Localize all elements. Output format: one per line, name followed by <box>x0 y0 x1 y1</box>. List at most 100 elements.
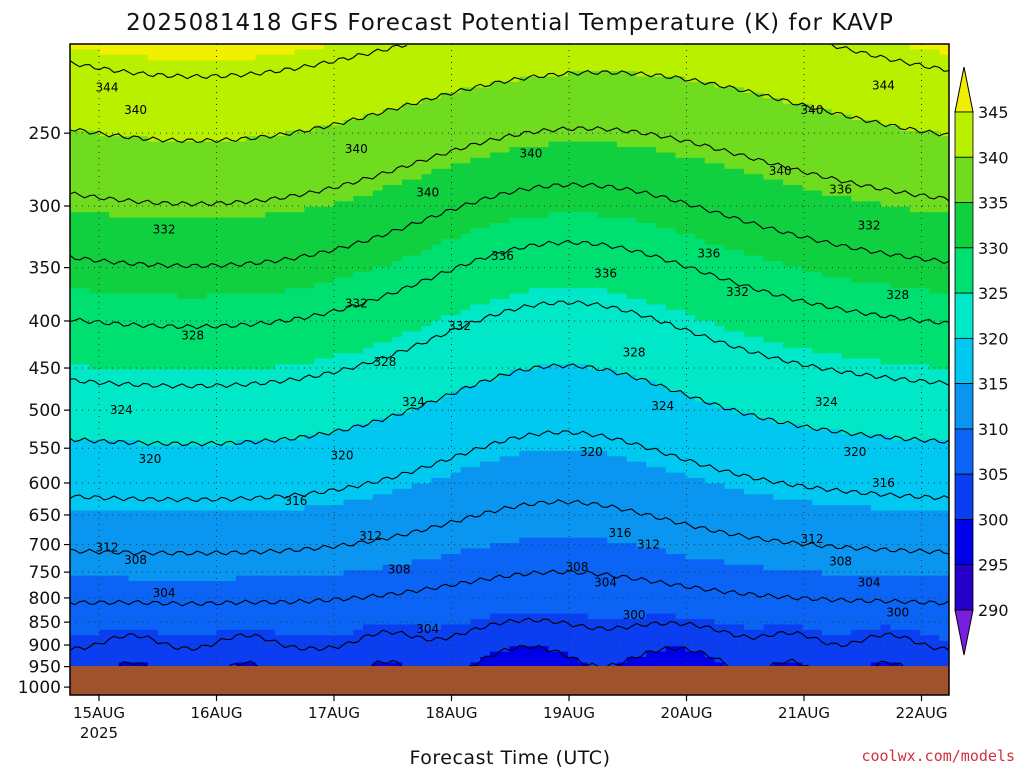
field-cell <box>402 418 413 425</box>
field-cell <box>187 472 198 479</box>
field-cell <box>353 44 364 50</box>
field-cell <box>353 353 364 360</box>
field-cell <box>460 60 472 67</box>
field-cell <box>118 347 130 354</box>
field-cell <box>353 179 364 186</box>
field-cell <box>304 532 315 539</box>
field-cell <box>70 136 81 143</box>
field-cell <box>363 570 374 577</box>
field-cell <box>265 619 276 625</box>
field-cell <box>382 521 393 528</box>
field-cell <box>99 450 110 457</box>
field-cell <box>275 516 286 522</box>
field-cell <box>167 369 179 376</box>
field-cell <box>118 206 130 213</box>
field-cell <box>177 364 188 371</box>
field-cell <box>353 163 364 170</box>
field-cell <box>323 331 335 338</box>
field-cell <box>109 619 120 625</box>
field-cell <box>206 109 218 116</box>
field-cell <box>284 342 296 349</box>
field-cell <box>382 233 393 240</box>
field-cell <box>157 423 169 430</box>
field-cell <box>304 136 315 143</box>
field-cell <box>128 532 139 539</box>
field-cell <box>353 250 364 257</box>
field-cell <box>441 396 452 403</box>
field-cell <box>99 472 110 479</box>
field-cell <box>255 233 266 240</box>
field-cell <box>323 629 335 636</box>
field-cell <box>206 662 218 669</box>
field-cell <box>470 440 481 446</box>
field-cell <box>441 640 452 647</box>
field-cell <box>226 195 237 202</box>
field-cell <box>343 380 354 387</box>
field-cell <box>245 179 257 186</box>
field-cell <box>323 190 335 197</box>
field-cell <box>167 71 179 78</box>
field-cell <box>333 109 345 116</box>
field-cell <box>70 461 81 468</box>
field-cell <box>79 586 91 593</box>
field-cell <box>177 613 188 620</box>
field-cell <box>431 537 442 544</box>
field-cell <box>177 581 188 588</box>
field-cell <box>109 98 120 105</box>
field-cell <box>157 299 169 305</box>
field-cell <box>167 521 179 528</box>
field-cell <box>411 570 423 577</box>
field-cell <box>167 82 179 88</box>
field-cell <box>226 76 237 83</box>
field-cell <box>343 385 354 392</box>
field-cell <box>431 103 442 110</box>
field-cell <box>392 168 403 175</box>
field-cell <box>148 201 159 208</box>
field-cell <box>382 456 393 463</box>
field-cell <box>382 619 393 625</box>
field-cell <box>157 510 169 517</box>
field-cell <box>372 537 384 544</box>
field-cell <box>392 385 403 392</box>
field-cell <box>421 44 432 50</box>
field-cell <box>138 581 149 588</box>
field-cell <box>118 315 130 322</box>
field-cell <box>421 657 432 663</box>
field-cell <box>89 266 100 273</box>
field-cell <box>89 472 100 479</box>
field-cell <box>392 369 403 376</box>
field-cell <box>70 608 81 615</box>
field-cell <box>89 212 100 219</box>
field-cell <box>431 608 442 615</box>
field-cell <box>343 157 354 164</box>
field-cell <box>197 125 208 132</box>
field-cell <box>343 266 354 273</box>
field-cell <box>431 92 442 99</box>
field-cell <box>157 76 169 83</box>
field-cell <box>314 119 325 126</box>
field-cell <box>216 288 227 295</box>
field-cell <box>236 119 247 126</box>
field-cell <box>216 412 227 419</box>
field-cell <box>402 119 413 126</box>
field-cell <box>460 505 472 512</box>
field-cell <box>411 412 423 419</box>
field-cell <box>245 488 257 495</box>
field-cell <box>89 608 100 615</box>
field-cell <box>411 54 423 61</box>
field-cell <box>431 391 442 398</box>
field-cell <box>167 543 179 550</box>
field-cell <box>382 412 393 419</box>
field-cell <box>216 119 227 126</box>
field-cell <box>89 651 100 658</box>
field-cell <box>226 380 237 387</box>
field-cell <box>177 152 188 159</box>
field-cell <box>70 168 81 175</box>
field-cell <box>128 423 139 430</box>
field-cell <box>216 353 227 360</box>
field-cell <box>177 293 188 300</box>
field-cell <box>460 369 472 376</box>
field-cell <box>304 559 315 566</box>
field-cell <box>177 499 188 506</box>
field-cell <box>187 195 198 202</box>
